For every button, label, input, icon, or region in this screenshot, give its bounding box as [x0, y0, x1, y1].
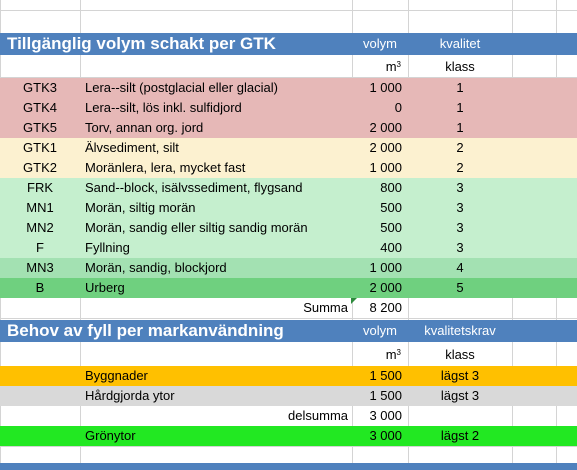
section1-quality-header: kvalitet	[439, 36, 481, 51]
soil-description: Moränlera, lera, mycket fast	[85, 160, 246, 175]
table-row[interactable]: GTK5 Torv, annan org. jord 2 000 1	[0, 118, 577, 138]
quality-requirement: lägst 2	[440, 428, 480, 443]
section1-volume-header: volym	[363, 36, 397, 51]
subtotal-label: delsumma	[288, 408, 348, 423]
gtk-code: MN3	[26, 260, 54, 275]
quality-unit: klass	[445, 59, 475, 74]
volume-unit: m3	[352, 345, 401, 365]
volume-value: 500	[380, 220, 402, 235]
volume-value: 1 500	[369, 368, 402, 383]
section2-units-row: m3 klass	[0, 345, 577, 365]
volume-value: 1 000	[369, 160, 402, 175]
subtotal-value: 3 000	[369, 408, 402, 423]
volume-value: 500	[380, 200, 402, 215]
quality-value: 3	[456, 240, 464, 255]
volume-value: 2 000	[369, 120, 402, 135]
quality-unit: klass	[445, 347, 475, 362]
sum-row[interactable]: Summa 8 200	[0, 298, 577, 318]
quality-value: 1	[456, 100, 464, 115]
section1-header: Tillgänglig volym schakt per GTK volym k…	[0, 33, 577, 55]
volume-value: 2 000	[369, 140, 402, 155]
volume-value: 1 000	[369, 260, 402, 275]
table-row[interactable]: FRK Sand--block, isälvssediment, flygsan…	[0, 178, 577, 198]
quality-value: 4	[456, 260, 464, 275]
quality-value: 1	[456, 120, 464, 135]
soil-description: Fyllning	[85, 240, 130, 255]
section2-title: Behov av fyll per markanvändning	[7, 321, 284, 340]
section2-volume-header: volym	[363, 323, 397, 338]
soil-description: Morän, siltig morän	[85, 200, 196, 215]
volume-unit-m: m	[385, 347, 397, 362]
gtk-code: B	[35, 280, 45, 295]
gtk-code: GTK3	[23, 80, 57, 95]
table-row[interactable]: F Fyllning 400 3	[0, 238, 577, 258]
soil-description: Lera--silt (postglacial eller glacial)	[85, 80, 278, 95]
next-section-header	[0, 463, 577, 470]
table-row[interactable]: GTK1 Älvsediment, silt 2 000 2	[0, 138, 577, 158]
section1-units-row: m3 klass	[0, 57, 577, 77]
quality-requirement: lägst 3	[440, 388, 480, 403]
quality-value: 5	[456, 280, 464, 295]
land-use-description: Hårdgjorda ytor	[85, 388, 175, 403]
land-use-description: Grönytor	[85, 428, 136, 443]
table-row[interactable]: Byggnader 1 500 lägst 3	[0, 366, 577, 386]
table-row[interactable]: MN2 Morän, sandig eller siltig sandig mo…	[0, 218, 577, 238]
soil-description: Morän, sandig eller siltig sandig morän	[85, 220, 308, 235]
volume-value: 0	[394, 100, 402, 115]
table-row[interactable]: MN1 Morän, siltig morän 500 3	[0, 198, 577, 218]
gtk-code: MN1	[26, 200, 54, 215]
volume-unit-sup: 3	[396, 60, 401, 69]
soil-description: Älvsediment, silt	[85, 140, 179, 155]
gtk-code: GTK1	[23, 140, 57, 155]
quality-value: 3	[456, 220, 464, 235]
table-row[interactable]: B Urberg 2 000 5	[0, 278, 577, 298]
grid-line	[0, 10, 577, 11]
table-row[interactable]: GTK3 Lera--silt (postglacial eller glaci…	[0, 78, 577, 98]
gtk-code: MN2	[26, 220, 54, 235]
volume-value: 2 000	[369, 280, 402, 295]
sum-label: Summa	[303, 300, 348, 315]
quality-requirement: lägst 3	[440, 368, 480, 383]
land-use-description: Byggnader	[85, 368, 148, 383]
table-row[interactable]: GTK2 Moränlera, lera, mycket fast 1 000 …	[0, 158, 577, 178]
table-row[interactable]: Hårdgjorda ytor 1 500 lägst 3	[0, 386, 577, 406]
subtotal-row[interactable]: delsumma 3 000	[0, 406, 577, 426]
volume-value: 1 500	[369, 388, 402, 403]
grid-line	[0, 318, 577, 319]
gtk-code: F	[36, 240, 44, 255]
sum-value: 8 200	[369, 300, 402, 315]
volume-value: 3 000	[369, 428, 402, 443]
grid-line	[0, 77, 577, 78]
section2-header: Behov av fyll per markanvändning volym k…	[0, 320, 577, 342]
grid-line	[0, 446, 577, 447]
quality-value: 2	[456, 160, 464, 175]
volume-value: 400	[380, 240, 402, 255]
quality-value: 1	[456, 80, 464, 95]
table-row[interactable]: MN3 Morän, sandig, blockjord 1 000 4	[0, 258, 577, 278]
quality-value: 3	[456, 200, 464, 215]
gtk-code: GTK4	[23, 100, 57, 115]
section1-title: Tillgänglig volym schakt per GTK	[7, 34, 276, 53]
section2-quality-header: kvalitetskrav	[424, 323, 496, 338]
quality-value: 3	[456, 180, 464, 195]
table-row[interactable]: Grönytor 3 000 lägst 2	[0, 426, 577, 446]
gtk-code: GTK5	[23, 120, 57, 135]
volume-unit: m3	[352, 57, 401, 77]
soil-description: Torv, annan org. jord	[85, 120, 204, 135]
volume-value: 1 000	[369, 80, 402, 95]
soil-description: Urberg	[85, 280, 125, 295]
volume-unit-m: m	[385, 59, 397, 74]
gtk-code: FRK	[27, 180, 53, 195]
soil-description: Lera--silt, lös inkl. sulfidjord	[85, 100, 242, 115]
cell-comment-marker	[351, 298, 357, 304]
table-row[interactable]: GTK4 Lera--silt, lös inkl. sulfidjord 0 …	[0, 98, 577, 118]
soil-description: Morän, sandig, blockjord	[85, 260, 227, 275]
volume-unit-sup: 3	[396, 348, 401, 357]
quality-value: 2	[456, 140, 464, 155]
soil-description: Sand--block, isälvssediment, flygsand	[85, 180, 303, 195]
volume-value: 800	[380, 180, 402, 195]
gtk-code: GTK2	[23, 160, 57, 175]
